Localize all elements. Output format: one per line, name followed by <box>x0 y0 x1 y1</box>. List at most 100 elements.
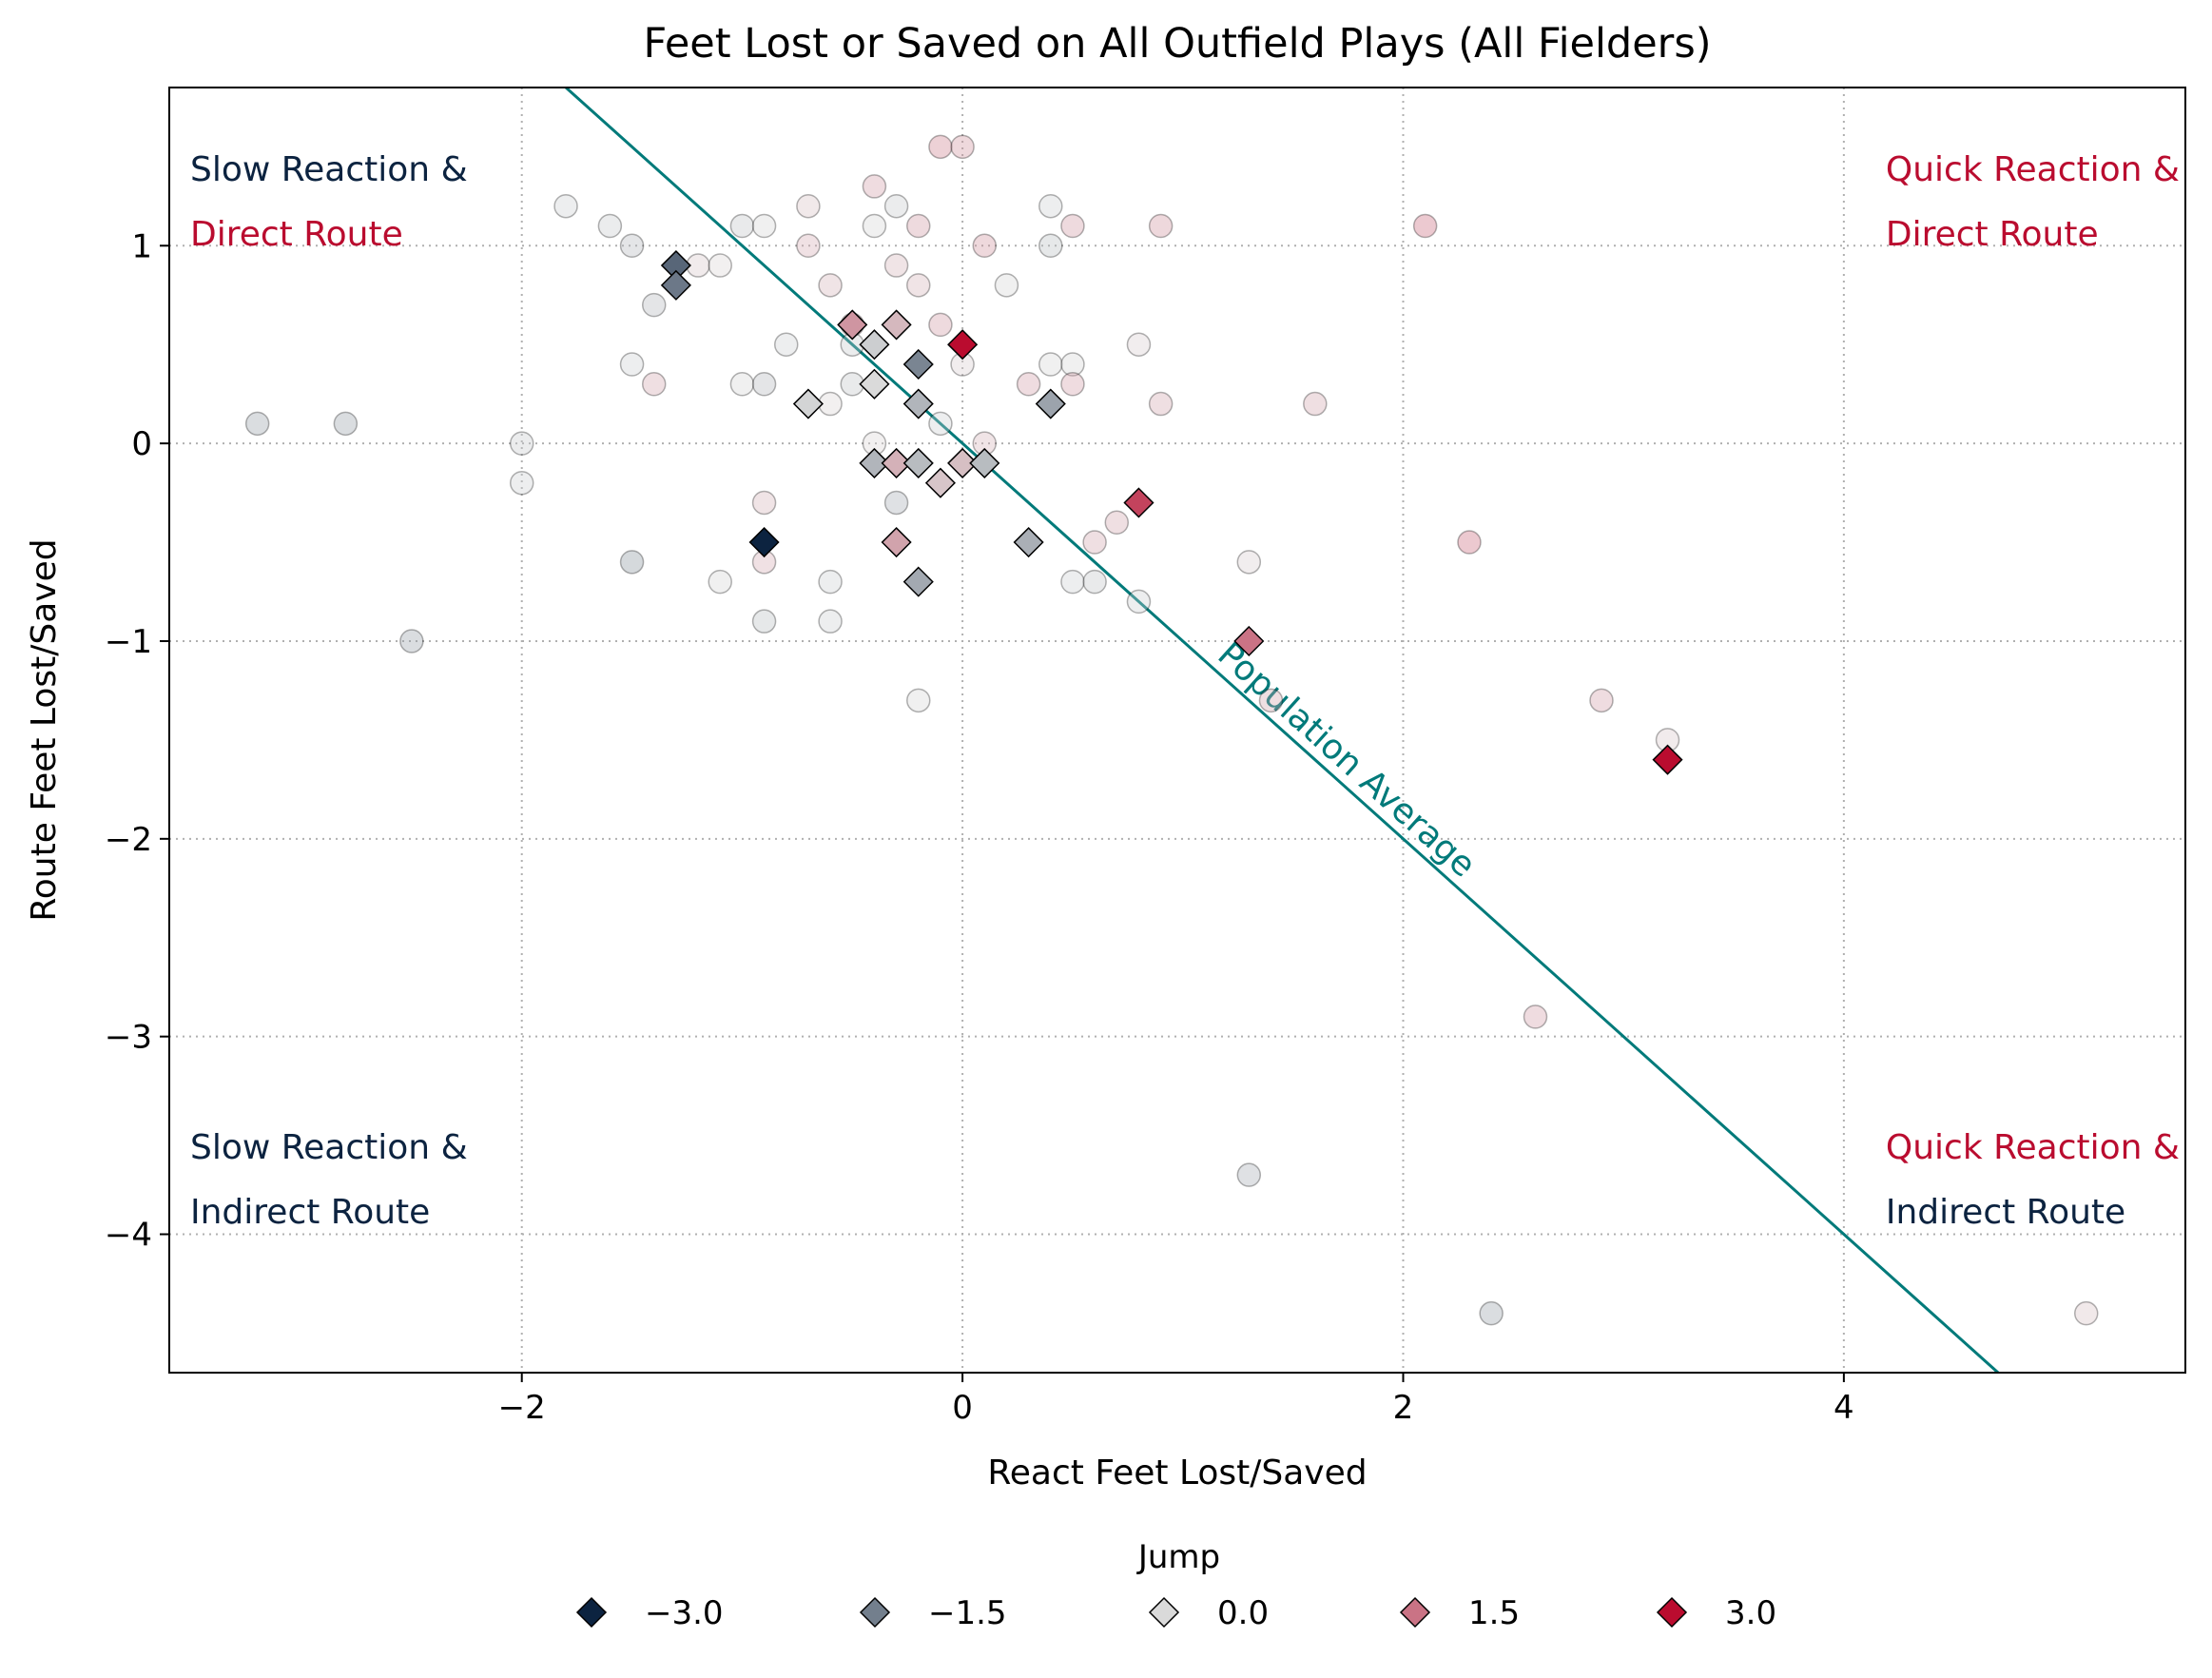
data-point <box>818 569 843 595</box>
data-point-diamond <box>1233 625 1265 657</box>
legend-entry-label: 0.0 <box>1217 1594 1269 1632</box>
data-point <box>729 372 755 397</box>
data-point <box>796 233 821 259</box>
data-point <box>641 292 667 318</box>
data-point-diamond <box>902 447 934 478</box>
data-point <box>883 193 909 219</box>
data-point <box>619 550 645 575</box>
data-point <box>1060 352 1085 377</box>
data-point <box>818 273 843 298</box>
legend-marker <box>859 1596 891 1629</box>
data-point-diamond <box>881 309 912 341</box>
data-point <box>1479 1300 1504 1326</box>
quadrant-label-line2: Direct Route <box>1886 215 2099 254</box>
legend-entry-label: −3.0 <box>645 1594 724 1632</box>
data-point <box>1523 1005 1548 1029</box>
data-point <box>751 372 777 397</box>
data-point-diamond <box>1123 487 1155 518</box>
data-point <box>1038 352 1063 377</box>
data-point <box>708 569 732 595</box>
data-point-diamond <box>1035 388 1066 420</box>
reference-line <box>565 86 2000 1375</box>
data-point-diamond <box>660 269 691 301</box>
data-point-diamond <box>947 329 979 361</box>
data-point <box>928 312 953 338</box>
data-point <box>928 411 953 437</box>
data-point <box>1148 213 1174 239</box>
data-point <box>333 411 359 437</box>
legend-marker <box>1656 1596 1688 1629</box>
data-point-diamond <box>859 447 890 478</box>
data-point <box>862 174 887 199</box>
y-tick-label: 0 <box>131 425 152 463</box>
data-point <box>509 431 534 456</box>
legend-marker <box>575 1596 608 1629</box>
diamond-points <box>660 250 1683 775</box>
data-point <box>1303 391 1328 417</box>
data-point-diamond <box>902 348 934 380</box>
data-point-diamond <box>969 447 1000 478</box>
data-point <box>553 193 578 219</box>
y-tick-label: 1 <box>131 227 152 265</box>
plot-frame <box>168 87 2186 1374</box>
data-point <box>1126 589 1152 615</box>
data-point <box>751 490 777 516</box>
data-point-diamond <box>881 447 912 478</box>
data-point <box>906 273 931 298</box>
data-point <box>950 134 975 160</box>
data-point <box>883 253 909 278</box>
data-point-diamond <box>1652 744 1683 775</box>
data-point <box>1038 233 1063 259</box>
data-point <box>883 490 909 516</box>
data-point-diamond <box>859 329 890 361</box>
data-point-diamond <box>1013 526 1044 558</box>
data-point-diamond <box>748 526 780 558</box>
x-tick-label: 2 <box>1393 1389 1414 1427</box>
data-point <box>1236 550 1262 575</box>
data-point <box>1412 213 1438 239</box>
data-point <box>1457 530 1482 555</box>
x-tick-label: −2 <box>498 1389 546 1427</box>
reference-line-group: Population Average <box>565 86 2000 1375</box>
data-point <box>641 372 667 397</box>
data-point <box>729 213 755 239</box>
data-point <box>1060 372 1085 397</box>
quadrant-label-line1: Quick Reaction & <box>1886 150 2180 189</box>
data-point <box>994 273 1019 298</box>
chart-title: Feet Lost or Saved on All Outfield Plays… <box>643 20 1711 68</box>
data-point <box>928 134 953 160</box>
data-point <box>244 411 270 437</box>
y-tick-label: −4 <box>105 1217 152 1255</box>
data-point-diamond <box>947 447 979 478</box>
legend-entry-label: −1.5 <box>928 1594 1007 1632</box>
circle-points <box>244 134 2099 1326</box>
legend-marker <box>1148 1596 1180 1629</box>
data-point <box>1258 688 1284 713</box>
data-point <box>773 332 799 357</box>
data-point <box>509 470 534 496</box>
data-point-diamond <box>881 526 912 558</box>
data-point <box>972 233 998 259</box>
reference-line-label: Population Average <box>1211 634 1484 885</box>
data-point <box>906 213 931 239</box>
y-tick-label: −2 <box>105 821 152 859</box>
legend: Jump −3.0 −1.5 0.0 1.5 3.0 <box>575 1538 1776 1632</box>
data-point <box>1148 391 1174 417</box>
data-point-diamond <box>859 368 890 400</box>
quadrant-label-line1: Quick Reaction & <box>1886 1128 2180 1167</box>
axis-ticks: −2 0 2 4 −4 −3 −2 −1 0 1 <box>105 227 1854 1427</box>
y-tick-label: −1 <box>105 623 152 661</box>
data-point-diamond <box>902 566 934 597</box>
data-point <box>399 629 424 654</box>
data-point <box>796 193 821 219</box>
quadrant-label-line2: Indirect Route <box>190 1193 430 1232</box>
data-point <box>862 213 887 239</box>
quadrant-label-line1: Slow Reaction & <box>190 1128 468 1167</box>
data-point-diamond <box>924 467 956 498</box>
y-axis-label: Route Feet Lost/Saved <box>25 538 64 921</box>
data-point <box>1016 372 1041 397</box>
legend-marker <box>1399 1596 1431 1629</box>
data-point <box>1038 193 1063 219</box>
data-point <box>1126 332 1152 357</box>
quadrant-label-line2: Indirect Route <box>1886 1193 2125 1232</box>
